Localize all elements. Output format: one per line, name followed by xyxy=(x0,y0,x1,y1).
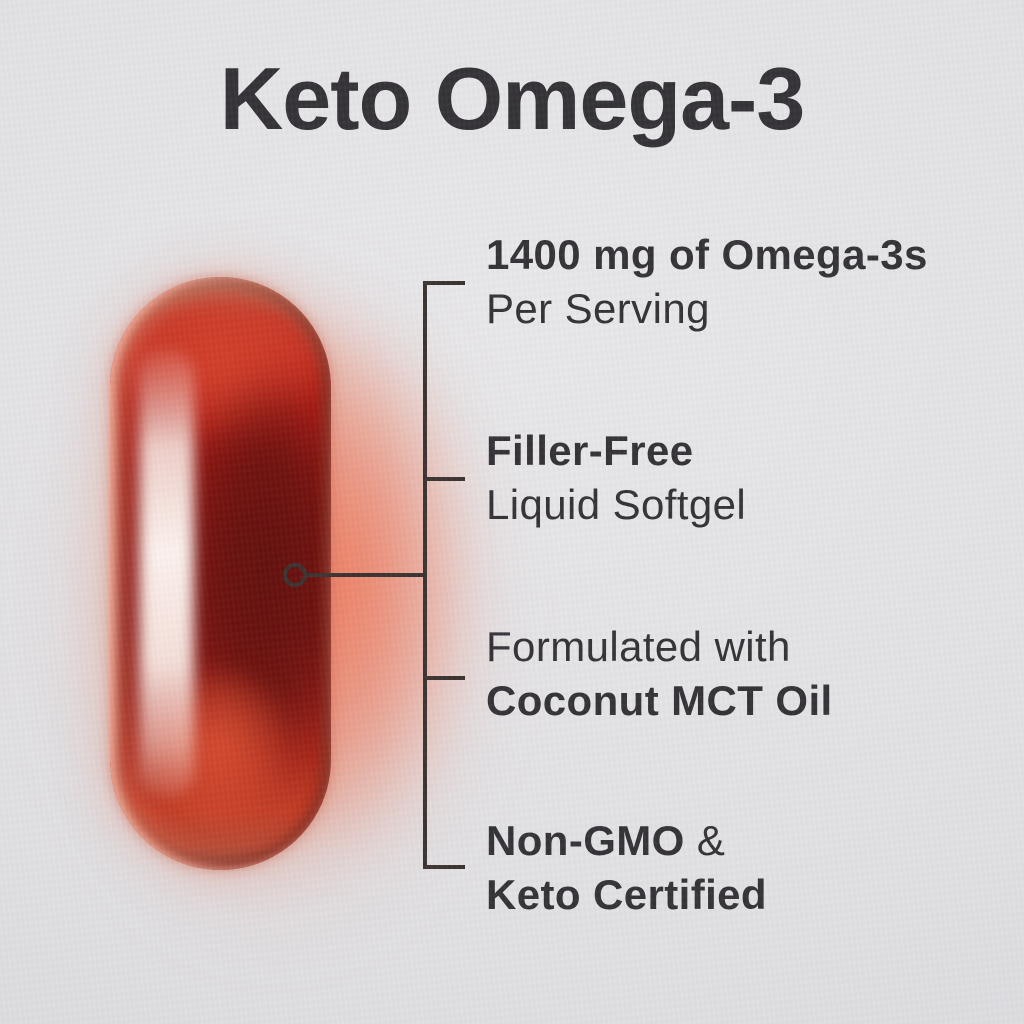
feature-omega-per-serving: 1400 mg of Omega-3s Per Serving xyxy=(486,228,928,336)
feature-line: Keto Certified xyxy=(486,868,767,922)
callout-connector-line xyxy=(305,573,427,577)
feature-line: Formulated with xyxy=(486,620,833,674)
feature-text-segment: Coconut MCT Oil xyxy=(486,677,833,724)
feature-line: Coconut MCT Oil xyxy=(486,674,833,728)
capsule-highlight xyxy=(138,348,194,799)
feature-line: 1400 mg of Omega-3s xyxy=(486,228,928,282)
feature-line: Filler-Free xyxy=(486,424,746,478)
feature-line: Non-GMO & xyxy=(486,814,767,868)
callout-tick-bottom xyxy=(423,865,465,869)
feature-text-segment: Per Serving xyxy=(486,285,710,332)
callout-circle-marker xyxy=(283,563,307,587)
feature-text-segment: Non-GMO xyxy=(486,817,685,864)
feature-text-segment: 1400 mg of Omega-3s xyxy=(486,231,928,278)
callout-tick-top xyxy=(423,281,465,285)
feature-text-segment: Formulated with xyxy=(486,623,791,670)
callout-tick-filler-free xyxy=(423,477,465,481)
page-title: Keto Omega-3 xyxy=(219,49,806,148)
feature-line: Per Serving xyxy=(486,282,928,336)
feature-filler-free: Filler-Free Liquid Softgel xyxy=(486,424,746,532)
feature-coconut-mct-oil: Formulated with Coconut MCT Oil xyxy=(486,620,833,728)
feature-text-segment: Liquid Softgel xyxy=(486,481,747,528)
feature-text-segment: Filler-Free xyxy=(486,427,694,474)
feature-text-segment: & xyxy=(684,817,726,864)
feature-line: Liquid Softgel xyxy=(486,478,746,532)
feature-non-gmo-keto-certified: Non-GMO & Keto Certified xyxy=(486,814,767,922)
callout-tick-mct-oil xyxy=(423,676,465,680)
feature-text-segment: Keto Certified xyxy=(486,871,767,918)
